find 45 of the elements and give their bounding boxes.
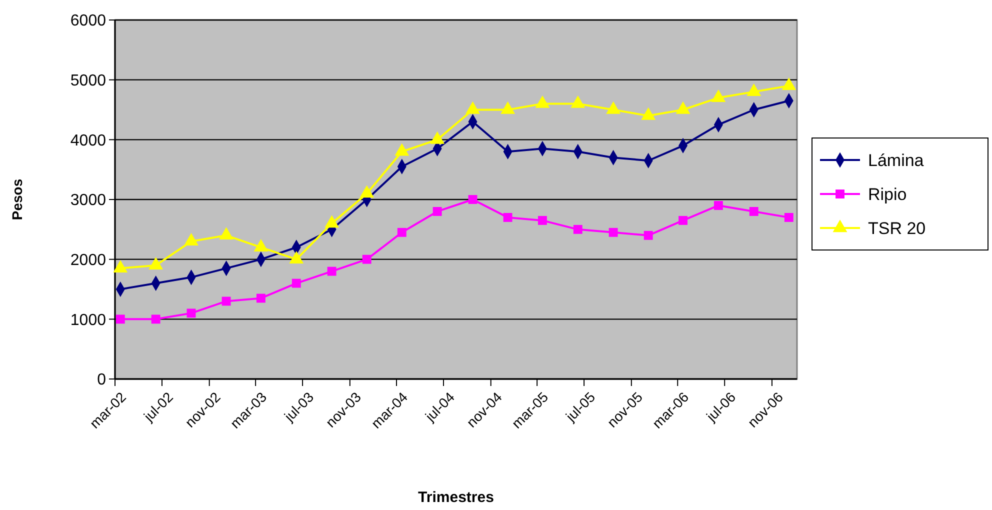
point bbox=[186, 308, 196, 318]
y-axis-title: Pesos bbox=[9, 178, 25, 220]
point bbox=[327, 266, 336, 276]
y-tick-label: 3000 bbox=[70, 192, 106, 210]
point bbox=[644, 230, 653, 240]
point bbox=[430, 131, 445, 144]
point bbox=[503, 212, 512, 222]
x-axis-title: Trimestres bbox=[418, 489, 494, 506]
point bbox=[570, 95, 586, 108]
point bbox=[538, 216, 547, 225]
point bbox=[608, 228, 618, 237]
point bbox=[151, 314, 160, 324]
point bbox=[466, 101, 480, 114]
point bbox=[749, 206, 758, 216]
y-tick-label: 6000 bbox=[70, 12, 106, 30]
point bbox=[784, 212, 794, 222]
point bbox=[678, 216, 688, 225]
point bbox=[711, 89, 726, 102]
legend-label: TSR 20 bbox=[868, 218, 926, 238]
point bbox=[641, 107, 656, 120]
point bbox=[535, 95, 550, 108]
y-tick-label: 5000 bbox=[70, 72, 106, 90]
point bbox=[292, 278, 301, 288]
point bbox=[116, 314, 125, 324]
point bbox=[394, 143, 410, 156]
point bbox=[397, 228, 406, 237]
point bbox=[360, 185, 374, 198]
point bbox=[222, 296, 231, 306]
point bbox=[468, 195, 478, 204]
y-tick-label: 2000 bbox=[70, 252, 106, 269]
legend-label: Lámina bbox=[868, 150, 924, 170]
legend-label: Ripio bbox=[868, 184, 907, 204]
point bbox=[606, 101, 621, 114]
point bbox=[573, 224, 582, 234]
point bbox=[746, 83, 762, 96]
point bbox=[362, 254, 372, 264]
y-tick-label: 4000 bbox=[70, 132, 106, 150]
point bbox=[500, 101, 516, 114]
point bbox=[714, 201, 723, 210]
y-tick-label: 0 bbox=[97, 372, 106, 389]
y-tick-label: 1000 bbox=[70, 312, 106, 329]
point bbox=[256, 294, 266, 303]
point bbox=[676, 101, 690, 114]
point bbox=[782, 77, 796, 90]
point bbox=[432, 206, 442, 216]
